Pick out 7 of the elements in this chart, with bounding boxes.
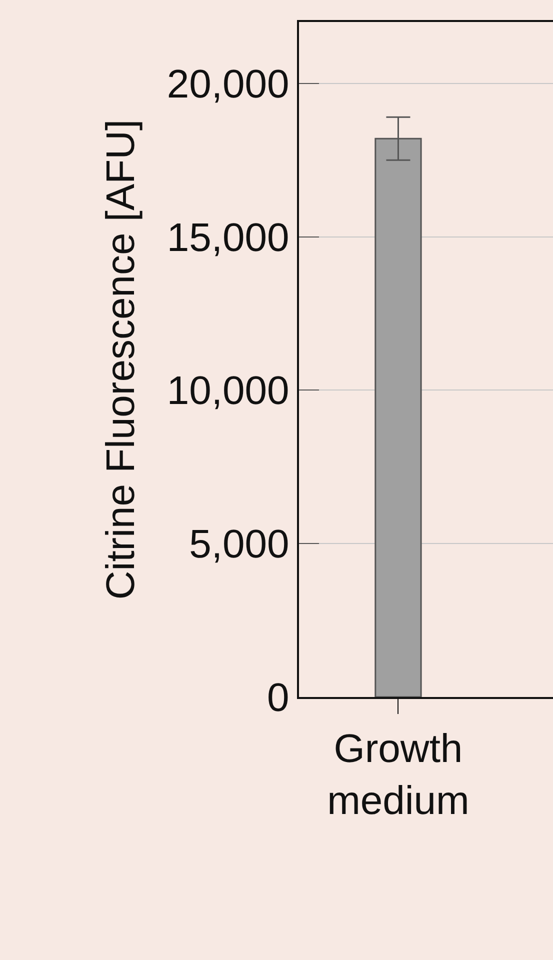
y-tick-label: 10,000 [166, 369, 290, 414]
y-tick-label: 5,000 [189, 522, 290, 567]
y-tick-label: 15,000 [166, 216, 290, 260]
y-tick-label: 0 [267, 676, 290, 720]
y-tick-label: 20,000 [166, 62, 290, 106]
y-axis-title: Citrine Fluorescence [AFU] [98, 119, 143, 600]
x-tick-label: Growth medium [327, 726, 470, 823]
